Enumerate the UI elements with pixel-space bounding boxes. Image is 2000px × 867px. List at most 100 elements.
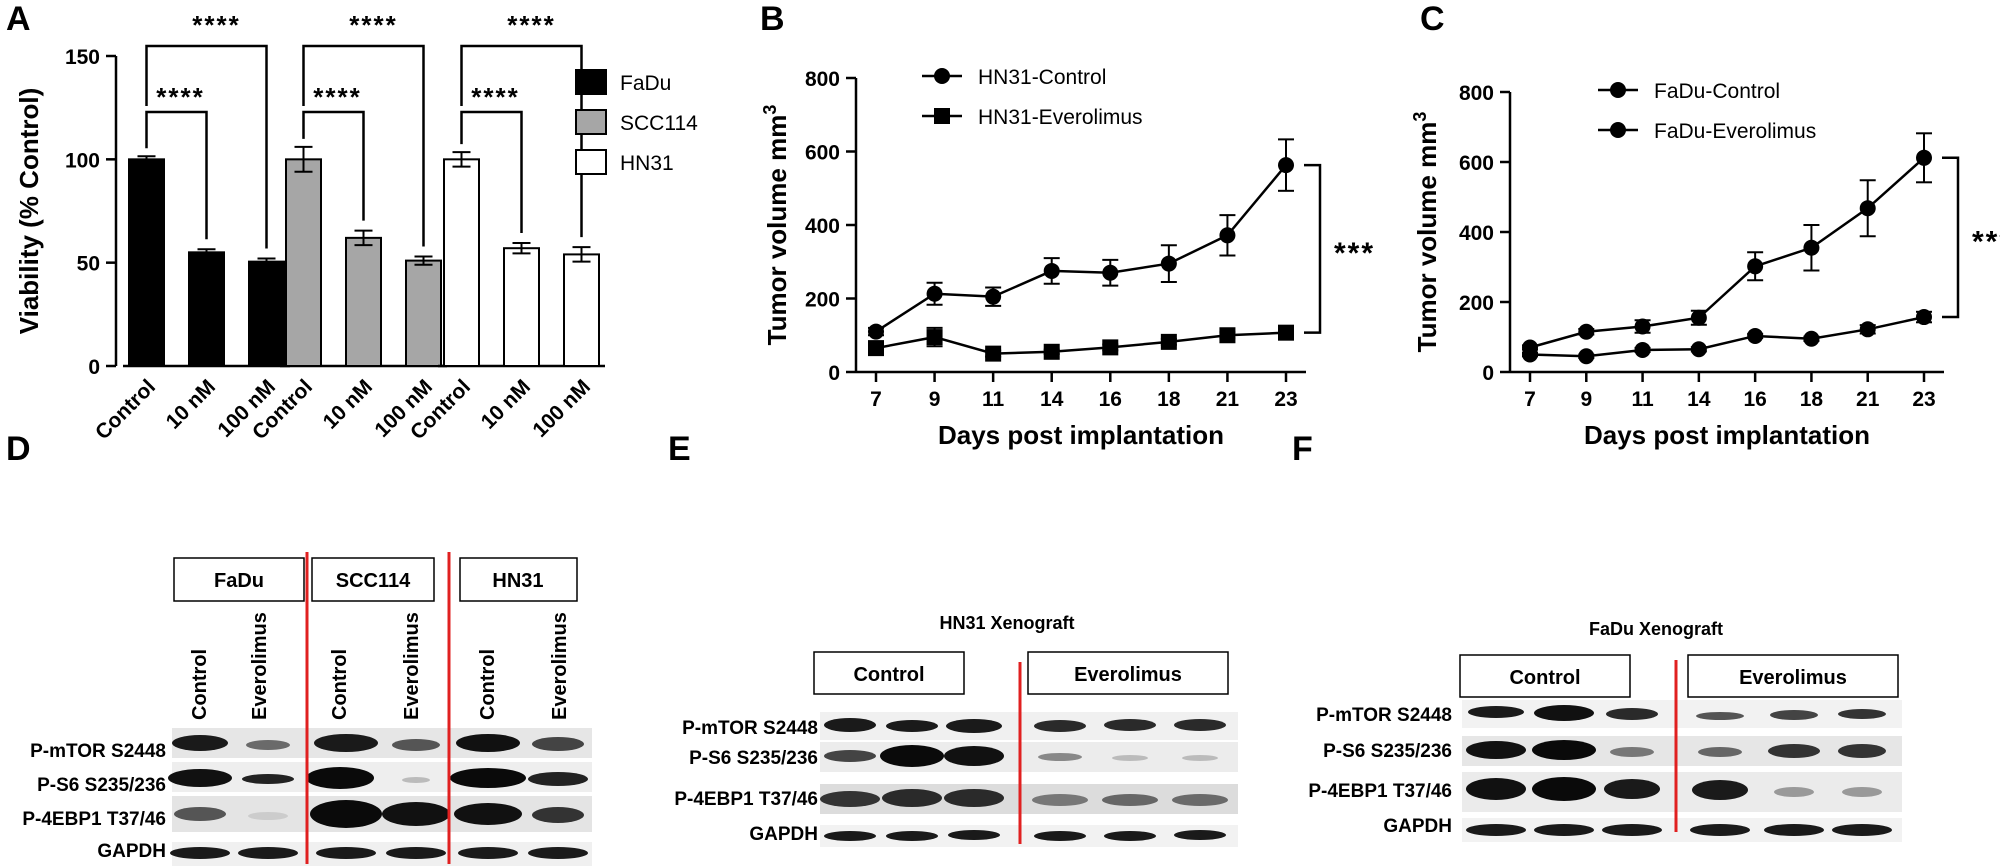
significance-bracket — [145, 44, 268, 249]
x-tick-label: Control — [91, 375, 160, 444]
significance-bracket — [460, 44, 583, 238]
significance-bracket — [1304, 163, 1322, 334]
group-box-everolimus-f — [1687, 654, 1899, 698]
x-tick-label: 7 — [1524, 388, 1536, 411]
data-point-hn31-everolimus — [1278, 324, 1294, 341]
panel-label-a: A — [6, 0, 31, 38]
group-label-everolimus-f: Everolimus — [1739, 667, 1847, 689]
x-tick-label: 11 — [1631, 388, 1654, 411]
x-tick-label: 11 — [982, 388, 1005, 411]
x-tick-label: 7 — [870, 388, 882, 411]
y-tick-label: 100 — [65, 149, 100, 172]
data-point-hn31-everolimus — [1219, 327, 1236, 344]
legend-label-fadu-everolimus: FaDu-Everolimus — [1654, 120, 1816, 143]
x-tick-label: 18 — [1157, 388, 1181, 411]
legend-label-scc114: SCC114 — [620, 112, 698, 135]
y-tick-label: 0 — [828, 362, 840, 385]
y-tick-label: 0 — [1482, 362, 1494, 385]
data-point-fadu-everolimus — [1916, 309, 1932, 326]
data-point-hn31-control — [926, 285, 943, 302]
panel-label-f: F — [1292, 430, 1313, 468]
group-box-control-e — [813, 651, 965, 695]
row-label-e-p-mtor: P-mTOR S2448 — [682, 718, 818, 739]
blot-e: HN31 Xenograft Control Everolimus P-mTOR… — [674, 613, 1238, 847]
bar-hn31-100-nm — [563, 253, 600, 367]
blot-f: FaDu Xenograft Control Everolimus P-mTOR… — [1308, 619, 1902, 842]
legend-label-fadu: FaDu — [620, 72, 671, 95]
legend-label-hn31-control: HN31-Control — [978, 66, 1106, 89]
legend-marker-fadu-control — [1610, 82, 1626, 98]
y-tick-label: 200 — [1459, 292, 1494, 315]
x-tick-label: 23 — [1912, 388, 1935, 411]
group-label-control-f: Control — [1509, 667, 1580, 689]
data-point-hn31-everolimus — [1043, 343, 1060, 360]
x-tick-label: 16 — [1099, 388, 1122, 411]
y-tick-label: 600 — [805, 142, 840, 165]
data-point-hn31-control — [985, 288, 1002, 305]
lane-label-hn31-everolimus: Everolimus — [549, 612, 571, 720]
legend-swatch-scc114 — [575, 109, 607, 135]
x-tick-label: 10 nM — [319, 375, 377, 433]
x-tick-label: 10 nM — [162, 375, 220, 433]
y-axis-label: Tumor volume mm3 — [760, 105, 792, 346]
data-point-hn31-control — [1160, 255, 1177, 272]
cell-box-hn31 — [459, 557, 578, 602]
x-tick-label: 21 — [1856, 388, 1880, 411]
data-point-fadu-control — [1747, 258, 1764, 275]
cell-label-hn31: HN31 — [492, 570, 543, 592]
bar-scc114-100-nm — [405, 259, 442, 368]
data-point-fadu-everolimus — [1747, 327, 1764, 344]
series-line-fadu-everolimus — [1529, 315, 1925, 358]
x-tick-label: 9 — [1580, 388, 1592, 411]
data-point-hn31-control — [1043, 262, 1060, 279]
lane-label-fadu-control: Control — [189, 649, 211, 720]
bar-fadu-100-nm — [248, 260, 285, 367]
bar-scc114-10-nm — [345, 236, 382, 367]
data-point-hn31-control — [868, 323, 884, 340]
series-line-hn31-control — [875, 164, 1287, 333]
y-tick-label: 800 — [805, 68, 840, 91]
bar-scc114-control — [285, 158, 322, 367]
y-tick-label: 0 — [88, 356, 100, 379]
bar-fadu-10-nm — [188, 251, 225, 367]
row-label-f-p-4ebp1: P-4EBP1 T37/46 — [1308, 781, 1452, 802]
data-point-hn31-everolimus — [985, 345, 1002, 362]
significance-stars: **** — [156, 82, 204, 112]
lane-label-fadu-everolimus: Everolimus — [249, 612, 271, 720]
significance-stars: *** — [1334, 237, 1375, 270]
data-point-fadu-control — [1859, 200, 1876, 217]
blot-e-title: HN31 Xenograft — [939, 613, 1074, 633]
legend-label-hn31: HN31 — [620, 152, 674, 175]
significance-stars: **** — [471, 82, 519, 112]
bar-fadu-control — [128, 158, 165, 367]
y-tick-label: 200 — [805, 289, 840, 312]
legend-marker-fadu-everolimus — [1610, 122, 1626, 138]
chart-c: 0 200 400 600 800 7 9 11 14 16 18 21 23 Days post imp… — [1410, 80, 2000, 450]
y-tick-label: 400 — [805, 215, 840, 238]
significance-stars: **** — [349, 10, 397, 40]
row-label-f-p-s6: P-S6 S235/236 — [1323, 741, 1452, 762]
data-point-fadu-control — [1916, 149, 1932, 166]
blot-f-title: FaDu Xenograft — [1589, 619, 1723, 639]
y-tick-label: 600 — [1459, 152, 1494, 175]
data-point-hn31-everolimus — [1160, 333, 1177, 350]
significance-stars: **** — [192, 10, 240, 40]
data-point-fadu-everolimus — [1634, 341, 1651, 358]
data-point-fadu-everolimus — [1803, 330, 1820, 347]
data-point-fadu-control — [1803, 239, 1820, 256]
row-label-e-p-4ebp1: P-4EBP1 T37/46 — [674, 789, 818, 810]
lane-label-scc114-everolimus: Everolimus — [401, 612, 423, 720]
bar-hn31-10-nm — [503, 247, 540, 367]
significance-bracket — [302, 110, 365, 221]
row-label-p-s6: P-S6 S235/236 — [37, 775, 166, 796]
legend-label-fadu-control: FaDu-Control — [1654, 80, 1780, 103]
data-point-fadu-control — [1578, 323, 1595, 340]
legend-swatch-hn31 — [575, 149, 607, 175]
row-label-gapdh: GAPDH — [97, 841, 166, 862]
y-tick-label: 50 — [77, 253, 100, 276]
cell-label-scc114: SCC114 — [336, 570, 411, 592]
significance-bracket — [302, 44, 425, 247]
x-tick-label: 10 nM — [477, 375, 535, 433]
